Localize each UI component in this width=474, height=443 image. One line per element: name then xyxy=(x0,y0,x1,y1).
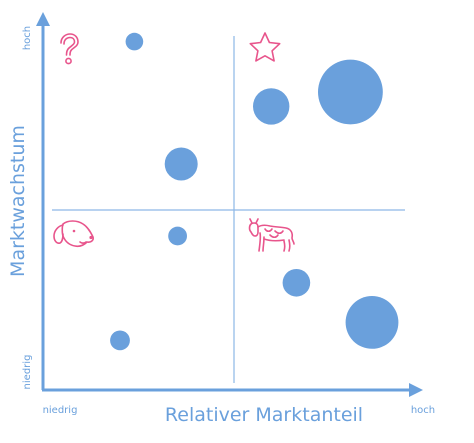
bubble-8 xyxy=(345,296,399,349)
bubble-1 xyxy=(125,32,144,51)
x-axis-title: Relativer Marktanteil xyxy=(165,404,363,426)
bubble-7 xyxy=(282,269,311,297)
y-axis-high-label: hoch xyxy=(22,26,33,50)
x-axis-high-label: hoch xyxy=(411,405,435,416)
cow-icon xyxy=(248,218,295,252)
y-axis-title: Marktwachstum xyxy=(7,125,29,277)
bubble-6 xyxy=(318,59,383,125)
star-icon xyxy=(249,32,281,62)
bubble-layer xyxy=(110,32,399,351)
dog-icon xyxy=(53,220,94,248)
x-axis-low-label: niedrig xyxy=(43,405,78,416)
bubble-4 xyxy=(110,330,130,351)
bubble-3 xyxy=(168,226,188,246)
bubble-2 xyxy=(164,147,198,181)
x-axis xyxy=(42,383,423,397)
bubble-5 xyxy=(253,88,290,125)
question-mark-icon xyxy=(60,33,79,65)
y-axis xyxy=(36,12,50,390)
y-axis-low-label: niedrig xyxy=(22,355,33,390)
